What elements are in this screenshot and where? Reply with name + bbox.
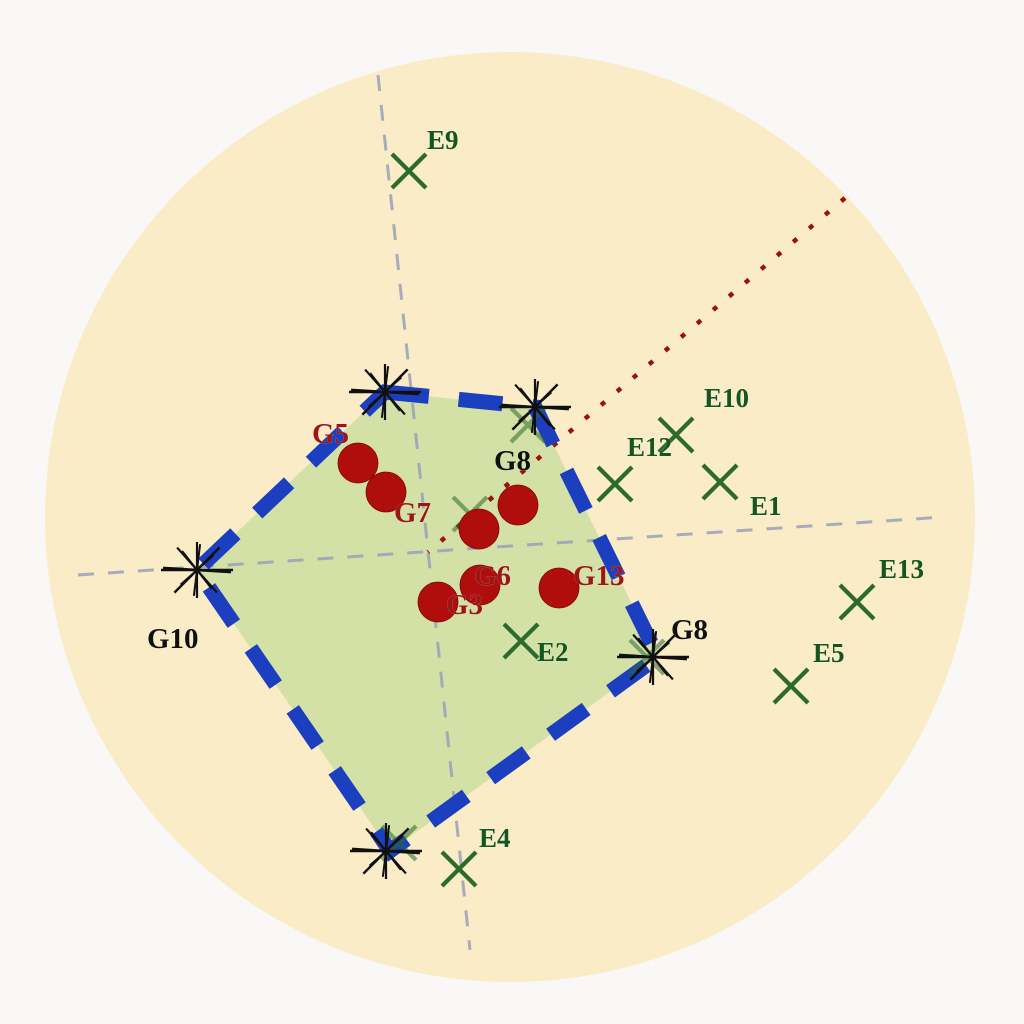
diagram-canvas: E9E10E12E1E13E5E2E4G5G7G3G6G13G10G8G8: [0, 0, 1024, 1024]
texture-overlay: [0, 0, 1024, 1024]
scatter-diagram: E9E10E12E1E13E5E2E4G5G7G3G6G13G10G8G8: [0, 0, 1024, 1024]
paper-texture: [0, 0, 1024, 1024]
